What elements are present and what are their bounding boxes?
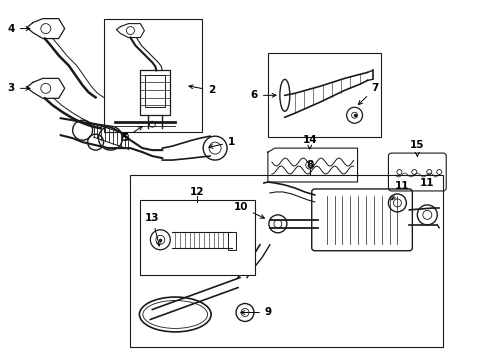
Bar — [145, 75, 165, 107]
Bar — [267, 54, 381, 137]
Text: 15: 15 — [409, 140, 424, 156]
Text: 1: 1 — [208, 137, 235, 148]
Text: 10: 10 — [233, 202, 264, 218]
Text: 7: 7 — [358, 84, 378, 105]
Text: 9: 9 — [241, 307, 271, 318]
Text: 3: 3 — [8, 84, 30, 93]
Text: 13: 13 — [145, 213, 160, 246]
Text: 12: 12 — [189, 187, 204, 197]
Text: 5: 5 — [121, 126, 142, 143]
Bar — [130, 175, 442, 347]
Text: 11: 11 — [391, 181, 408, 200]
Bar — [140, 71, 170, 115]
Bar — [103, 19, 202, 132]
Text: 8: 8 — [305, 160, 313, 170]
Text: 11: 11 — [419, 178, 434, 188]
Bar — [140, 200, 254, 275]
Text: 14: 14 — [302, 135, 316, 149]
Text: 4: 4 — [7, 24, 30, 33]
Bar — [227, 232, 236, 250]
Text: 2: 2 — [189, 85, 215, 95]
Text: 6: 6 — [250, 90, 275, 100]
